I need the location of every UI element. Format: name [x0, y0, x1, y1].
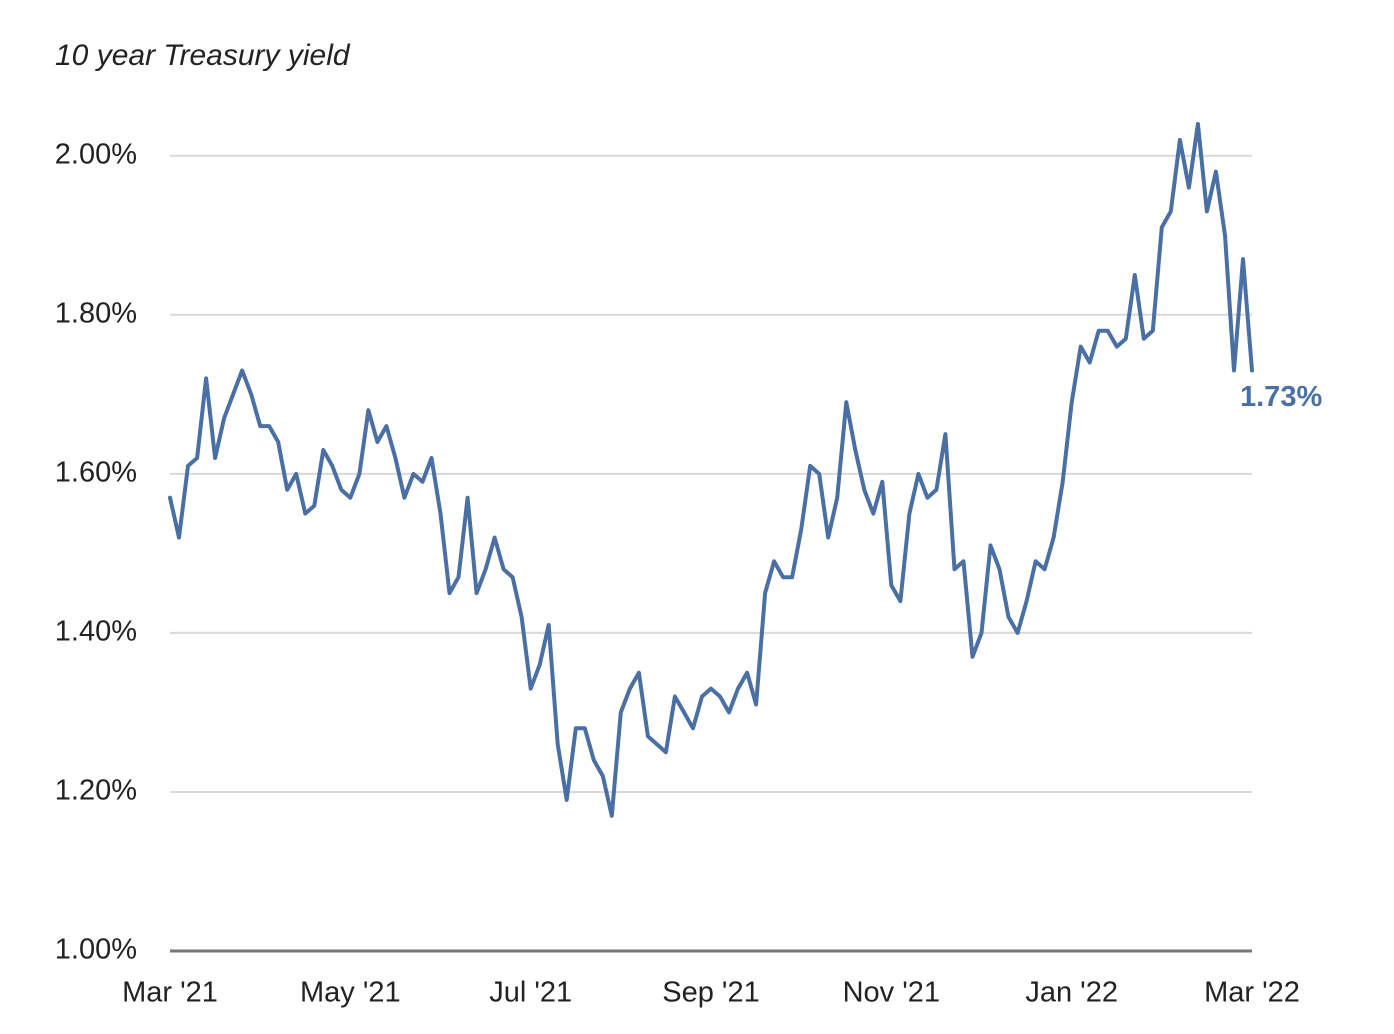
x-tick-label: Sep '21 [662, 977, 759, 1009]
y-tick-label: 1.60% [55, 457, 137, 489]
x-tick-label: Jul '21 [489, 977, 572, 1009]
data-label: 1.73% [1240, 381, 1322, 413]
x-tick-label: Nov '21 [843, 977, 940, 1009]
x-tick-label: Mar '21 [122, 977, 218, 1009]
y-tick-label: 1.80% [55, 297, 137, 329]
y-tick-label: 1.20% [55, 775, 137, 807]
y-tick-label: 2.00% [55, 138, 137, 170]
x-tick-label: Jan '22 [1025, 977, 1118, 1009]
line-series [168, 122, 1254, 818]
x-tick-label: May '21 [300, 977, 401, 1009]
y-tick-label: 1.40% [55, 616, 137, 648]
x-tick-label: Mar '22 [1204, 977, 1300, 1009]
chart-title: 10 year Treasury yield [55, 39, 351, 72]
y-tick-label: 1.00% [55, 934, 137, 966]
